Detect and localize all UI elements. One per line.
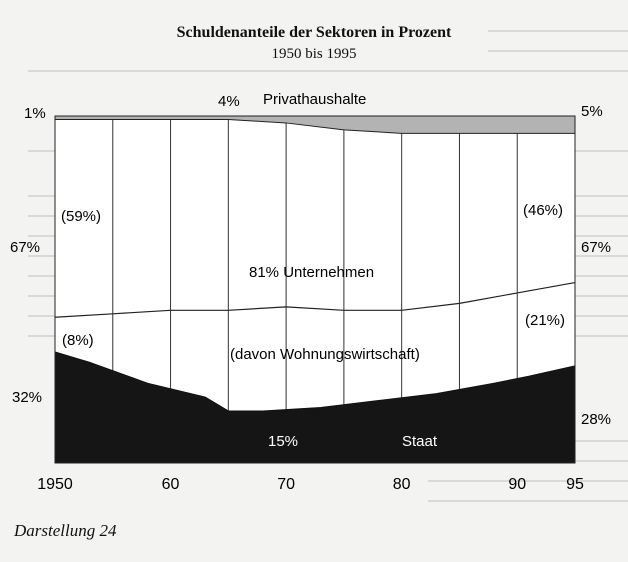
wohnungswirtschaft-line (54, 281, 576, 318)
chart-title: Schuldenanteile der Sektoren in Prozent (176, 24, 452, 41)
staat-1995-label: 28% (581, 411, 611, 428)
x-tick-label-70: 70 (277, 476, 295, 493)
x-tick-label-60: 60 (162, 476, 180, 493)
chart-subtitle: 1950 bis 1995 (271, 46, 357, 62)
unternehmen-1995-share-label: (46%) (523, 202, 563, 219)
x-tick-label-80: 80 (393, 476, 411, 493)
unternehmen-1950-label: 67% (10, 239, 40, 256)
staat-mid-label: 15% (268, 433, 298, 450)
privat-mid-label: 4% (218, 93, 240, 110)
staat-1950-label: 32% (12, 389, 42, 406)
x-axis-ticks: 1950 60 70 80 90 95 (37, 476, 584, 493)
privat-1950-label: 1% (24, 105, 46, 122)
x-tick-label-1950: 1950 (37, 476, 73, 493)
x-tick-label-90: 90 (508, 476, 526, 493)
figure-caption: Darstellung 24 (14, 521, 117, 540)
privat-1995-label: 5% (581, 103, 603, 120)
wohnungswirtschaft-1950-label: (8%) (62, 332, 94, 349)
staat-label: Staat (402, 433, 438, 450)
staat-area (54, 351, 576, 464)
unternehmen-label: 81% Unternehmen (249, 264, 374, 281)
unternehmen-1950-share-label: (59%) (61, 208, 101, 225)
plot-frame (54, 115, 576, 464)
wohnungswirtschaft-label: (davon Wohnungswirtschaft) (230, 346, 420, 363)
unternehmen-1995-label: 67% (581, 239, 611, 256)
wohnungswirtschaft-1995-label: (21%) (525, 312, 565, 329)
x-tick-label-95: 95 (566, 476, 584, 493)
privathaushalte-label: Privathaushalte (263, 91, 366, 108)
